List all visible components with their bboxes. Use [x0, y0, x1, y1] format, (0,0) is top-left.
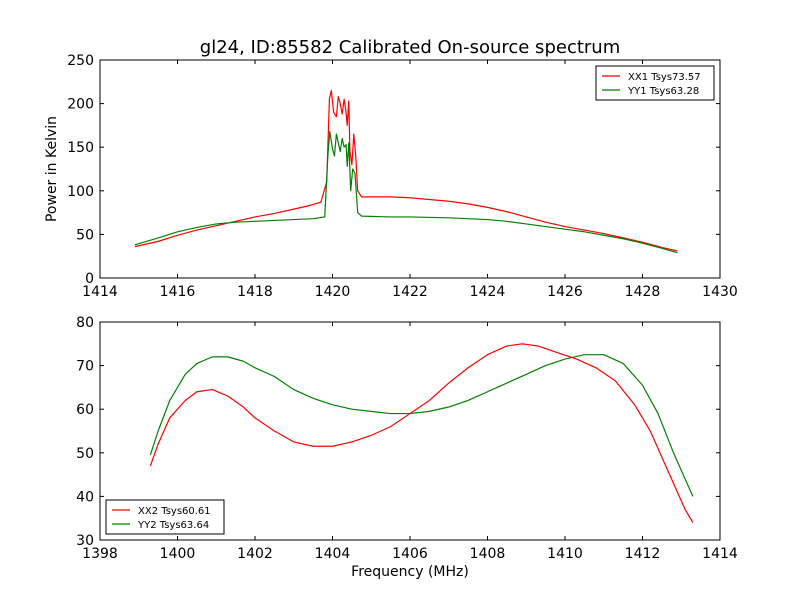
y-tick-label: 50: [76, 446, 94, 462]
series-line-2-2: [149, 354, 694, 497]
x-tick-label: 1412: [625, 546, 661, 562]
x-tick-label: 1414: [82, 284, 118, 300]
y-tick-label: 80: [76, 315, 94, 331]
legend-box: [105, 499, 225, 535]
legend-entry: YY1 Tsys63.28: [627, 86, 699, 97]
x-tick-label: 1400: [160, 546, 196, 562]
legend-entry: YY2 Tsys63.64: [137, 520, 209, 531]
plots-group: 1414 1416 1418 1420 1422 1424 1426 1428 14300501…: [67, 53, 738, 562]
legend: XX1 Tsys73.57 YY1 Tsys63.28: [595, 65, 715, 101]
x-tick-label: 1414: [702, 546, 738, 562]
x-tick-label: 1404: [315, 546, 351, 562]
series-line-1-2: [134, 130, 678, 254]
x-tick-label: 1426: [547, 284, 583, 300]
y-tick-label: 70: [76, 359, 94, 375]
x-tick-label: 1416: [160, 284, 196, 300]
y-tick-label: 200: [67, 97, 94, 113]
x-tick-label: 1418: [237, 284, 273, 300]
y-axis-label: Power in Kelvin: [44, 116, 60, 222]
y-tick-label: 150: [67, 140, 94, 156]
subplot-2: 1398 1400 1402 1404 1406 1408 1410 1412 1414 30 40…: [76, 315, 738, 562]
legend-entry: XX2 Tsys60.61: [138, 506, 211, 517]
subplot-1: 1414 1416 1418 1420 1422 1424 1426 1428 1430 0 50 1…: [67, 53, 738, 300]
x-tick-label: 1430: [702, 284, 738, 300]
series-line-1-1: [134, 89, 678, 252]
x-axis-label: Frequency (MHz): [351, 564, 469, 580]
y-tick-label: 40: [76, 489, 94, 505]
x-tick-label: 1402: [237, 546, 273, 562]
y-tick-label: 250: [67, 53, 94, 69]
x-tick-label: 1420: [315, 284, 351, 300]
x-tick-label: 1398: [82, 546, 118, 562]
y-tick-label: 100: [67, 184, 94, 200]
y-tick-label: 60: [76, 402, 94, 418]
x-tick-label: 1410: [547, 546, 583, 562]
series-line-2-1: [149, 343, 694, 523]
x-tick-label: 1422: [392, 284, 428, 300]
x-tick-label: 1406: [392, 546, 428, 562]
legend: XX2 Tsys60.61 YY2 Tsys63.64: [105, 499, 225, 535]
x-tick-label: 1408: [470, 546, 506, 562]
legend-entry: XX1 Tsys73.57: [628, 72, 701, 83]
x-tick-label: 1424: [470, 284, 506, 300]
y-tick-label: 50: [76, 227, 94, 243]
y-tick-label: 30: [76, 533, 94, 549]
chart-title: gl24, ID:85582 Calibrated On-source spec…: [200, 37, 620, 58]
legend-box: [595, 65, 715, 101]
y-tick-label: 0: [85, 271, 94, 287]
x-tick-label: 1428: [625, 284, 661, 300]
